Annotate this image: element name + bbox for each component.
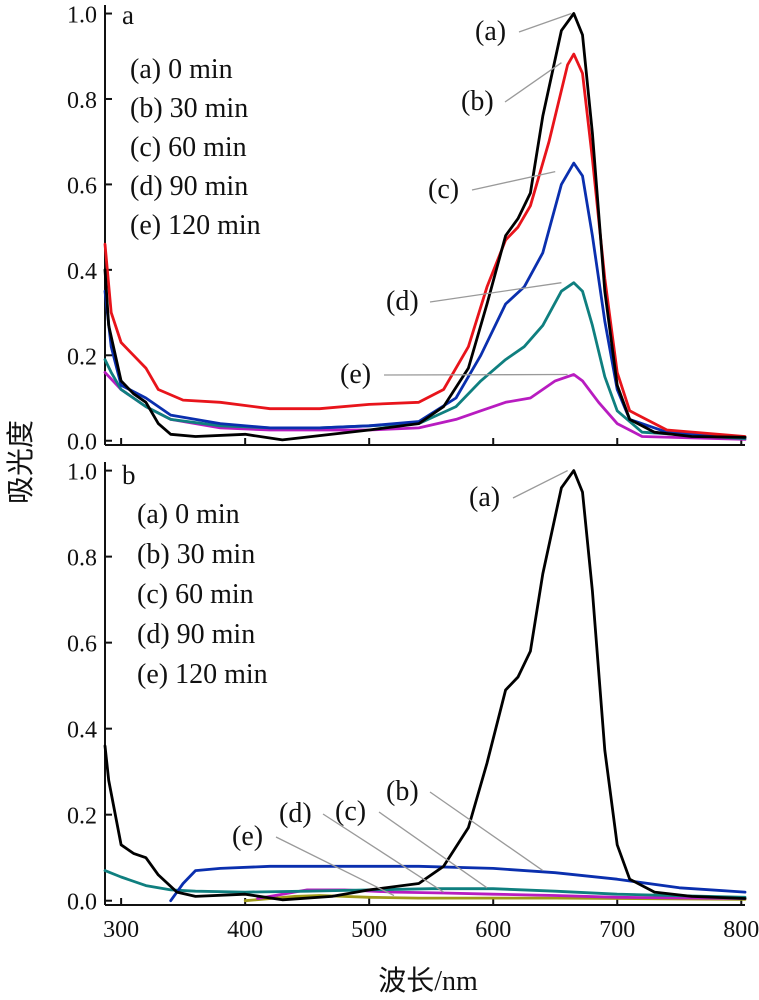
legend-entry: (d) 90 min bbox=[130, 171, 248, 202]
y-tick-label: 0.0 bbox=[67, 890, 97, 916]
series-callout-label: (a) bbox=[475, 16, 506, 47]
callout-leader bbox=[429, 282, 562, 303]
callout-leader bbox=[518, 12, 572, 33]
series-callout-label: (d) bbox=[386, 286, 419, 317]
series-line bbox=[103, 12, 747, 442]
series-callout-label: (c) bbox=[335, 796, 366, 827]
series-callout-label: (d) bbox=[279, 798, 312, 829]
legend-entry: (d) 90 min bbox=[137, 619, 255, 650]
y-tick-label: 0.0 bbox=[67, 430, 97, 456]
series-line bbox=[103, 161, 747, 439]
legend-entry: (b) 30 min bbox=[130, 93, 248, 124]
x-tick-label: 800 bbox=[723, 917, 759, 943]
y-tick-label: 0.2 bbox=[67, 344, 97, 370]
series-line bbox=[103, 469, 747, 902]
x-tick-label: 500 bbox=[351, 917, 387, 943]
y-axis-label: 吸光度 bbox=[5, 420, 37, 504]
callout-leader bbox=[512, 470, 568, 499]
callout-leader bbox=[322, 813, 444, 893]
x-tick-label: 600 bbox=[475, 917, 511, 943]
panel-letter: a bbox=[122, 0, 134, 30]
x-axis-label: 波长/nm bbox=[378, 965, 478, 997]
series-callout-label: (b) bbox=[386, 776, 419, 807]
y-tick-label: 1.0 bbox=[67, 3, 97, 29]
callout-leader bbox=[504, 62, 562, 103]
y-tick-label: 0.4 bbox=[67, 259, 97, 285]
x-tick-label: 400 bbox=[227, 917, 263, 943]
series-callout-label: (a) bbox=[469, 482, 500, 513]
series-line bbox=[103, 281, 747, 440]
y-tick-label: 0.8 bbox=[67, 546, 97, 572]
y-tick-label: 0.6 bbox=[67, 632, 97, 658]
y-tick-label: 1.0 bbox=[67, 460, 97, 486]
legend-entry: (e) 120 min bbox=[137, 659, 268, 690]
panel-a: 0.0 0.2 0.4 0.6 0.8 1.0 a (a) 0 min (b) 30 min (c… bbox=[67, 0, 747, 456]
y-tick-label: 0.2 bbox=[67, 804, 97, 830]
series-line bbox=[103, 869, 747, 899]
panel-letter: b bbox=[122, 460, 136, 490]
series-callout-label: (c) bbox=[428, 174, 459, 205]
x-tick-label: 300 bbox=[103, 917, 139, 943]
series-callout-label: (b) bbox=[461, 86, 494, 117]
series-callout-label: (e) bbox=[340, 359, 371, 390]
legend-entry: (b) 30 min bbox=[137, 539, 255, 570]
series-line bbox=[169, 864, 747, 903]
y-tick-label: 0.8 bbox=[67, 88, 97, 114]
legend-entry: (e) 120 min bbox=[130, 210, 261, 241]
callout-leader bbox=[378, 811, 488, 889]
y-tick-label: 0.6 bbox=[67, 173, 97, 199]
legend-entry: (a) 0 min bbox=[130, 54, 233, 85]
series-line bbox=[243, 894, 747, 903]
callout-leader bbox=[275, 836, 395, 897]
legend-entry: (a) 0 min bbox=[137, 499, 240, 530]
y-tick-label: 0.4 bbox=[67, 718, 97, 744]
legend-entry: (c) 60 min bbox=[137, 579, 254, 610]
callout-leader bbox=[429, 791, 544, 872]
legend-entry: (c) 60 min bbox=[130, 132, 247, 163]
callout-leader bbox=[471, 170, 556, 191]
series-callout-label: (e) bbox=[232, 821, 263, 852]
x-tick-label: 700 bbox=[599, 917, 635, 943]
